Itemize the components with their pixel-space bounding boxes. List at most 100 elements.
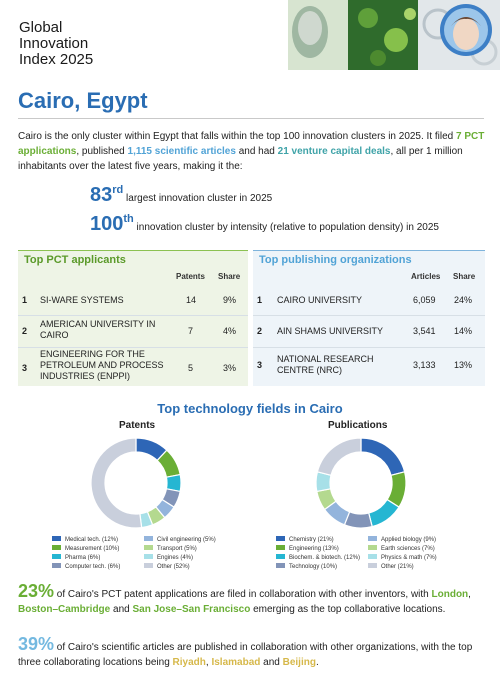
stat2-location-2: Islamabad (211, 657, 261, 668)
stat2-location-1: Riyadh (172, 657, 206, 668)
row-value: 5 (188, 363, 194, 373)
legend-item: Measurement (10%) (52, 545, 119, 553)
rank-intensity-number: 100th (90, 213, 134, 235)
publications-chart-title: Publications (328, 420, 388, 431)
stat1-location-3: San Jose–San Francisco (132, 604, 251, 615)
stat2-text-1: of Cairo's scientific articles are publi… (18, 642, 473, 668)
row-value: 6,059 (413, 295, 436, 305)
legend-label: Chemistry (21%) (289, 537, 334, 543)
intro-text-2: , published (76, 146, 128, 157)
row-divider (253, 315, 485, 316)
stat2-location-3: Beijing (282, 657, 316, 668)
legend-item: Pharma (6%) (52, 554, 100, 562)
row-rank: 1 (257, 295, 263, 305)
legend-item: Earth sciences (7%) (368, 545, 435, 553)
table-row: 2 AIN SHAMS UNIVERSITY 3,541 14% (253, 317, 485, 345)
stat2-text-3: and (260, 657, 283, 668)
rank-intensity-suffix: th (123, 213, 134, 225)
table-row: 3 NATIONAL RESEARCH CENTRE (NRC) 3,133 1… (253, 349, 485, 377)
row-rank: 1 (22, 295, 28, 305)
report-title: Global Innovation Index 2025 (19, 20, 139, 68)
publishing-orgs-table: Top publishing organizations Articles Sh… (253, 250, 485, 386)
row-share: 3% (223, 363, 237, 373)
header-image (288, 0, 500, 70)
table-row: 1 SI-WARE SYSTEMS 14 9% (18, 287, 248, 315)
legend-swatch (368, 554, 377, 559)
legend-item: Applied biology (9%) (368, 536, 436, 544)
rank-intensity: 100th innovation cluster by intensity (r… (90, 213, 439, 236)
legend-label: Measurement (10%) (65, 546, 120, 552)
report-title-line-2: Innovation (19, 35, 89, 52)
row-name: ENGINEERING FOR THE PETROLEUM AND PROCES… (40, 349, 164, 381)
publications-donut-chart (315, 437, 407, 529)
row-value: 3,133 (413, 360, 436, 370)
pct-applicants-table: Top PCT applicants Patents Share 1 SI-WA… (18, 250, 248, 386)
stat1-text-3: and (110, 604, 133, 615)
row-name: NATIONAL RESEARCH CENTRE (NRC) (277, 354, 374, 375)
stat1-location-2: Boston–Cambridge (18, 604, 111, 615)
legend-item: Other (52%) (144, 563, 190, 571)
article-collaboration-stat: 39% of Cairo's scientific articles are p… (18, 634, 486, 670)
title-divider (18, 118, 484, 119)
pub-col-share: Share (453, 272, 476, 281)
rank-intensity-text: innovation cluster by intensity (relativ… (136, 222, 439, 233)
pct-col-share: Share (218, 272, 241, 281)
legend-swatch (144, 563, 153, 568)
report-title-line-3: Index 2025 (19, 51, 94, 68)
row-value: 7 (188, 326, 194, 336)
rank-intensity-value: 100 (90, 213, 124, 235)
rank-size-text: largest innovation cluster in 2025 (126, 193, 273, 204)
legend-swatch (368, 545, 377, 550)
row-share: 14% (454, 326, 473, 336)
intro-pct: 7 PCT applications (18, 131, 485, 157)
legend-label: Computer tech. (6%) (65, 564, 121, 570)
patent-collab-pct: 23% (18, 581, 55, 601)
tech-fields-title: Top technology fields in Cairo (157, 401, 343, 416)
legend-label: Engines (4%) (157, 555, 194, 561)
legend-item: Technology (10%) (276, 563, 337, 571)
legend-label: Civil engineering (5%) (157, 537, 216, 543)
article-collab-pct: 39% (18, 634, 55, 654)
legend-swatch (144, 554, 153, 559)
legend-item: Engineering (13%) (276, 545, 339, 553)
legend-label: Transport (5%) (157, 546, 197, 552)
legend-item: Biochem. & biotech. (12%) (276, 554, 360, 562)
row-share: 24% (454, 295, 473, 305)
legend-item: Engines (4%) (144, 554, 193, 562)
donut-slice-other (90, 437, 143, 529)
rank-size-suffix: rd (112, 184, 124, 196)
page-header: Global Innovation Index 2025 (0, 0, 500, 80)
legend-label: Medical tech. (12%) (65, 537, 119, 543)
legend-swatch (368, 536, 377, 541)
intro-text-1: Cairo is the only cluster within Egypt t… (18, 131, 457, 142)
row-rank: 3 (257, 360, 263, 370)
rank-size-number: 83rd (90, 184, 123, 206)
legend-swatch (276, 554, 285, 559)
row-share: 9% (223, 295, 237, 305)
legend-item: Other (21%) (368, 563, 414, 571)
table-row: 2 AMERICAN UNIVERSITY IN CAIRO 7 4% (18, 317, 248, 345)
stat1-text-1: of Cairo's PCT patent applications are f… (54, 589, 432, 600)
legend-item: Chemistry (21%) (276, 536, 334, 544)
legend-swatch (276, 545, 285, 550)
row-name: SI-WARE SYSTEMS (40, 295, 124, 305)
legend-item: Physics & math (7%) (368, 554, 437, 562)
rank-size: 83rd largest innovation cluster in 2025 (90, 184, 272, 207)
row-share: 13% (454, 360, 473, 370)
row-rank: 2 (22, 326, 28, 336)
table-row: 3 ENGINEERING FOR THE PETROLEUM AND PROC… (18, 349, 248, 381)
donut-slice-chemistry (360, 437, 406, 477)
legend-swatch (52, 536, 61, 541)
row-share: 4% (223, 326, 237, 336)
legend-label: Applied biology (9%) (381, 537, 437, 543)
row-name: CAIRO UNIVERSITY (277, 295, 363, 305)
row-value: 14 (186, 295, 197, 305)
intro-text-3: and had (235, 146, 278, 157)
legend-label: Pharma (6%) (65, 555, 101, 561)
legend-label: Other (52%) (157, 564, 190, 570)
patents-donut-chart (90, 437, 182, 529)
intro-vc: 21 venture capital deals (277, 146, 391, 157)
row-divider (253, 347, 485, 348)
row-divider (18, 315, 248, 316)
pct-table-title: Top PCT applicants (24, 254, 126, 266)
